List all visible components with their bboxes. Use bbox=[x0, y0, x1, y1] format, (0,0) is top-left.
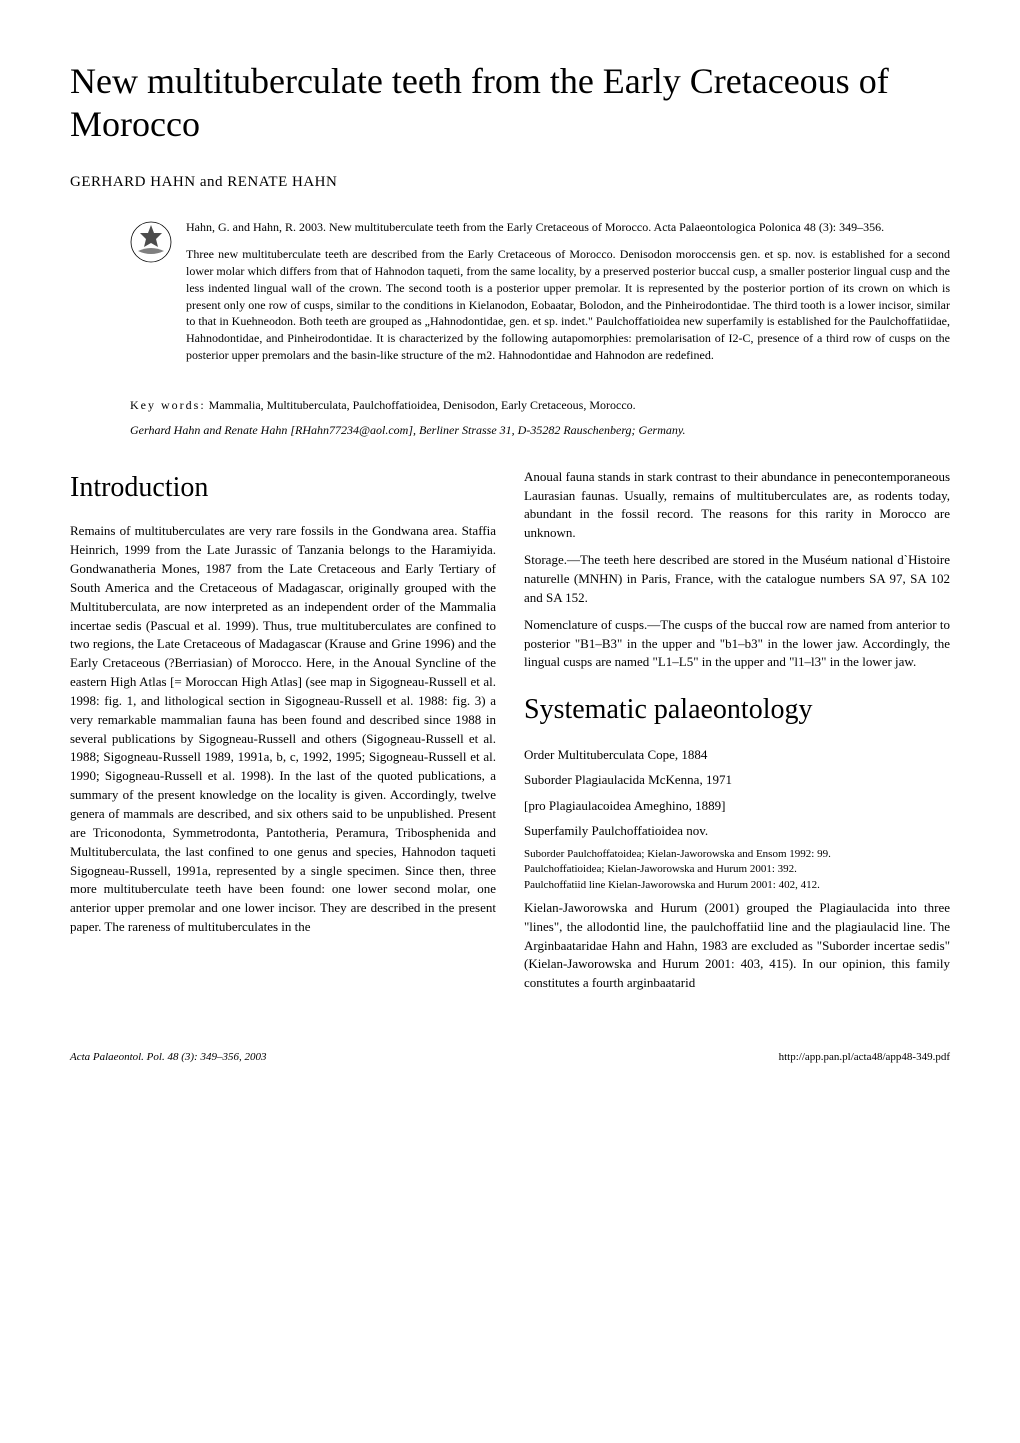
left-column: Introduction Remains of multituberculate… bbox=[70, 468, 496, 1001]
abstract-text: Hahn, G. and Hahn, R. 2003. New multitub… bbox=[186, 219, 950, 373]
authors: GERHARD HAHN and RENATE HAHN bbox=[70, 174, 950, 191]
abstract-block: Hahn, G. and Hahn, R. 2003. New multitub… bbox=[130, 219, 950, 373]
keywords-text: Mammalia, Multituberculata, Paulchoffati… bbox=[209, 398, 636, 412]
keywords-label: Key words: bbox=[130, 398, 206, 412]
col2-para1: Anoual fauna stands in stark contrast to… bbox=[524, 468, 950, 543]
col2-para2: Storage.—The teeth here described are st… bbox=[524, 551, 950, 608]
introduction-heading: Introduction bbox=[70, 468, 496, 509]
journal-logo-icon bbox=[130, 221, 172, 373]
citation: Hahn, G. and Hahn, R. 2003. New multitub… bbox=[186, 219, 950, 236]
taxon-pro: [pro Plagiaulacoidea Ameghino, 1889] bbox=[524, 796, 950, 816]
systematic-heading: Systematic palaeontology bbox=[524, 690, 950, 731]
taxon-superfamily: Superfamily Paulchoffatioidea nov. bbox=[524, 821, 950, 841]
footer-citation: Acta Palaeontol. Pol. 48 (3): 349–356, 2… bbox=[70, 1051, 266, 1063]
author-address: Gerhard Hahn and Renate Hahn [RHahn77234… bbox=[130, 423, 950, 438]
article-title: New multituberculate teeth from the Earl… bbox=[70, 60, 950, 146]
page-footer: Acta Palaeontol. Pol. 48 (3): 349–356, 2… bbox=[70, 1051, 950, 1063]
systematic-paragraph: Kielan-Jaworowska and Hurum (2001) group… bbox=[524, 899, 950, 993]
taxon-ref1: Suborder Paulchoffatoidea; Kielan-Jaworo… bbox=[524, 847, 950, 862]
footer-url: http://app.pan.pl/acta48/app48-349.pdf bbox=[779, 1051, 950, 1063]
right-column: Anoual fauna stands in stark contrast to… bbox=[524, 468, 950, 1001]
abstract-body: Three new multituberculate teeth are des… bbox=[186, 246, 950, 364]
col2-para3: Nomenclature of cusps.—The cusps of the … bbox=[524, 616, 950, 673]
two-column-body: Introduction Remains of multituberculate… bbox=[70, 468, 950, 1001]
taxon-ref2: Paulchoffatioidea; Kielan-Jaworowska and… bbox=[524, 862, 950, 877]
taxon-order: Order Multituberculata Cope, 1884 bbox=[524, 745, 950, 765]
keywords-line: Key words: Mammalia, Multituberculata, P… bbox=[130, 398, 950, 413]
introduction-paragraph: Remains of multituberculates are very ra… bbox=[70, 522, 496, 937]
taxon-suborder: Suborder Plagiaulacida McKenna, 1971 bbox=[524, 770, 950, 790]
taxon-ref3: Paulchoffatiid line Kielan-Jaworowska an… bbox=[524, 878, 950, 893]
